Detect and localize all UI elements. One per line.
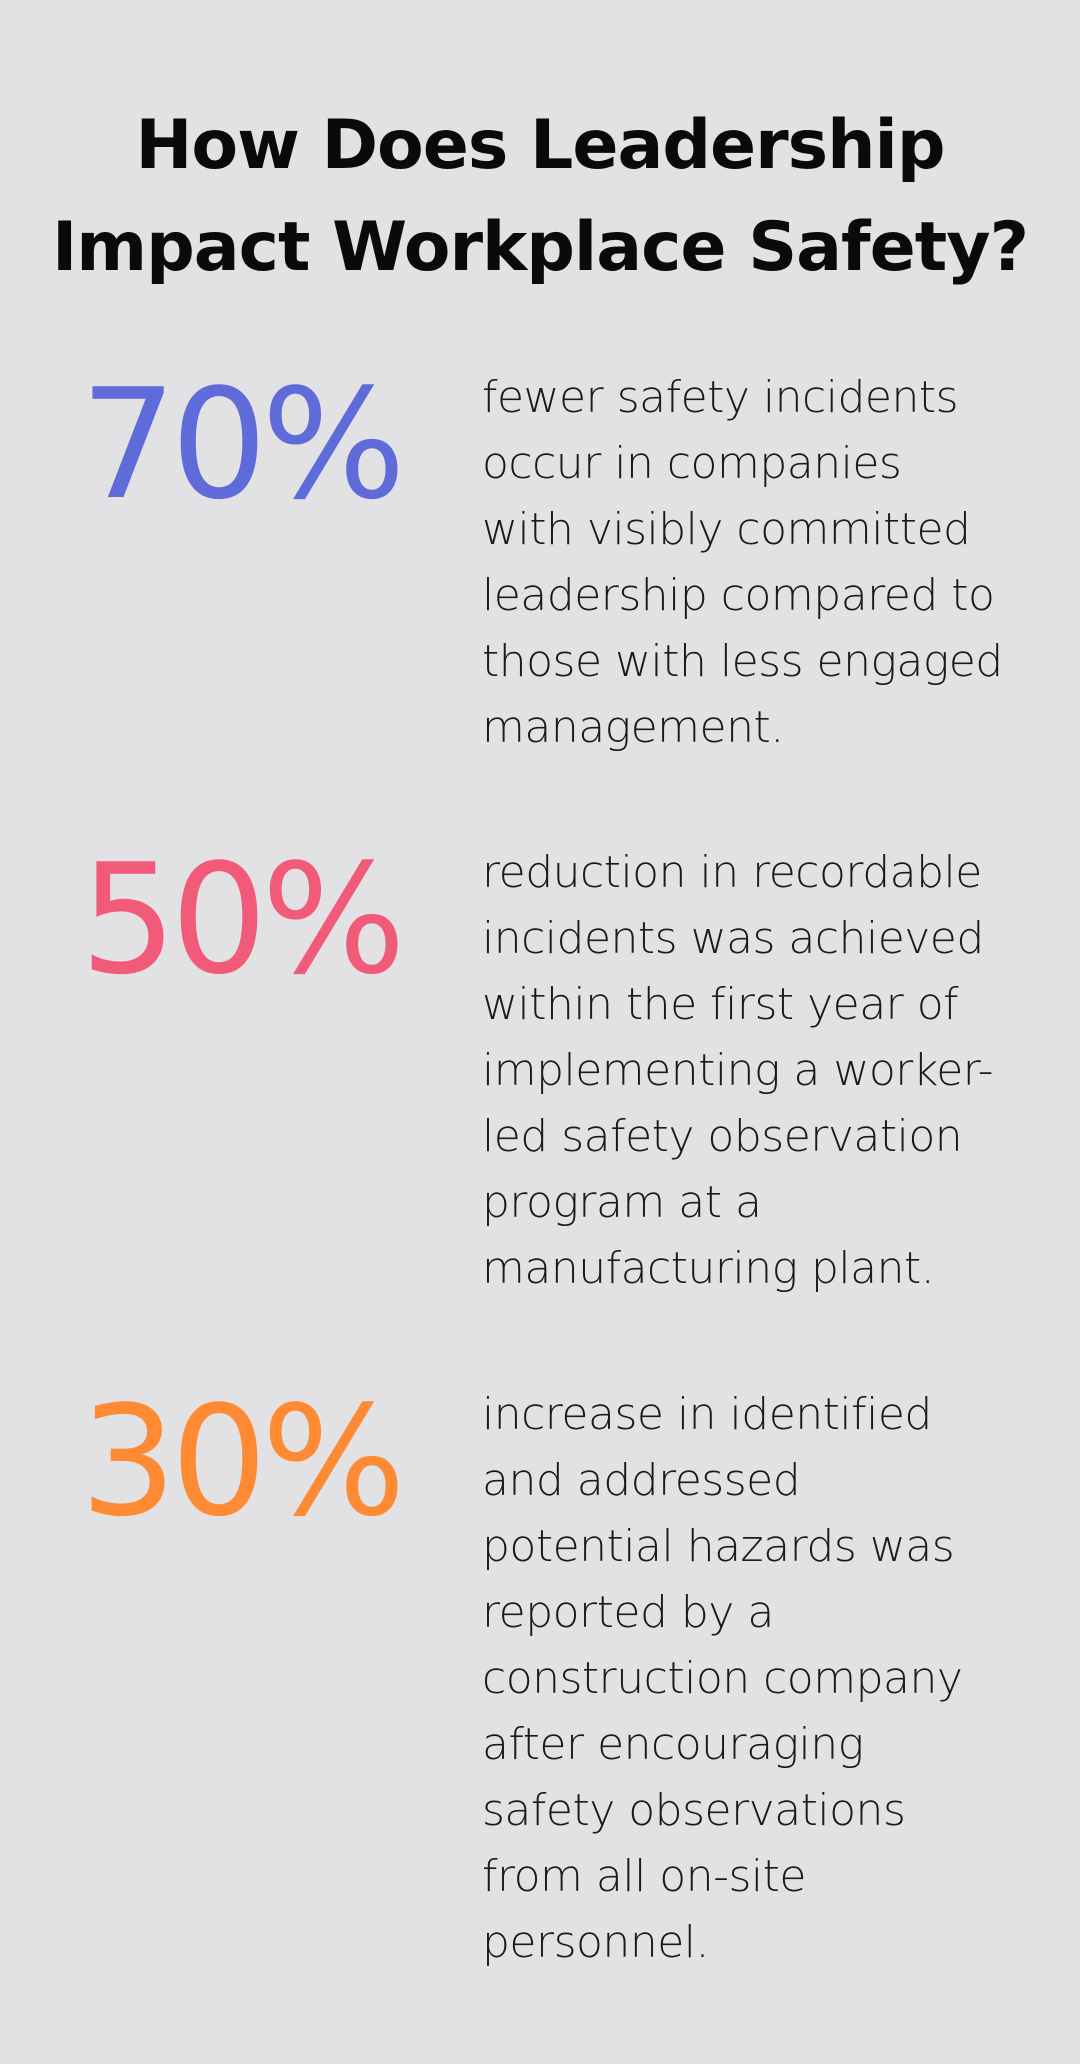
title-line: How Does Leadership — [135, 106, 945, 185]
description-line: leadership compared to — [482, 570, 995, 621]
description-line: led safety observation — [482, 1111, 963, 1162]
description-line: and addressed — [482, 1455, 801, 1506]
page-title: How Does Leadership Impact Workplace Saf… — [0, 95, 1080, 299]
description-line: with visibly committed — [482, 504, 971, 555]
description-line: reported by a — [482, 1587, 774, 1638]
description-line: incidents was achieved — [482, 913, 984, 964]
stat-value: 70% — [80, 356, 406, 533]
description-line: potential hazards was — [482, 1521, 955, 1572]
description-line: manufacturing plant. — [482, 1243, 935, 1294]
description-line: those with less engaged — [482, 636, 1003, 687]
description-line: within the first year of — [482, 979, 959, 1030]
description-line: construction company — [482, 1653, 963, 1704]
stat-value: 50% — [80, 831, 406, 1008]
stat-description: reduction in recordable incidents was ac… — [482, 840, 1042, 1302]
description-line: personnel. — [482, 1917, 710, 1968]
description-line: occur in companies — [482, 438, 902, 489]
stat-value: 30% — [80, 1373, 406, 1550]
description-line: reduction in recordable — [482, 847, 982, 898]
description-line: from all on-site — [482, 1851, 806, 1902]
description-line: safety observations — [482, 1785, 906, 1836]
title-line: Impact Workplace Safety? — [51, 208, 1029, 287]
description-line: increase in identified — [482, 1389, 932, 1440]
description-line: program at a — [482, 1177, 762, 1228]
description-line: implementing a worker- — [482, 1045, 993, 1096]
stat-description: fewer safety incidents occur in companie… — [482, 365, 1042, 761]
description-line: fewer safety incidents — [482, 372, 959, 423]
stat-description: increase in identified and addressed pot… — [482, 1382, 1042, 1976]
description-line: management. — [482, 702, 784, 753]
description-line: after encouraging — [482, 1719, 864, 1770]
